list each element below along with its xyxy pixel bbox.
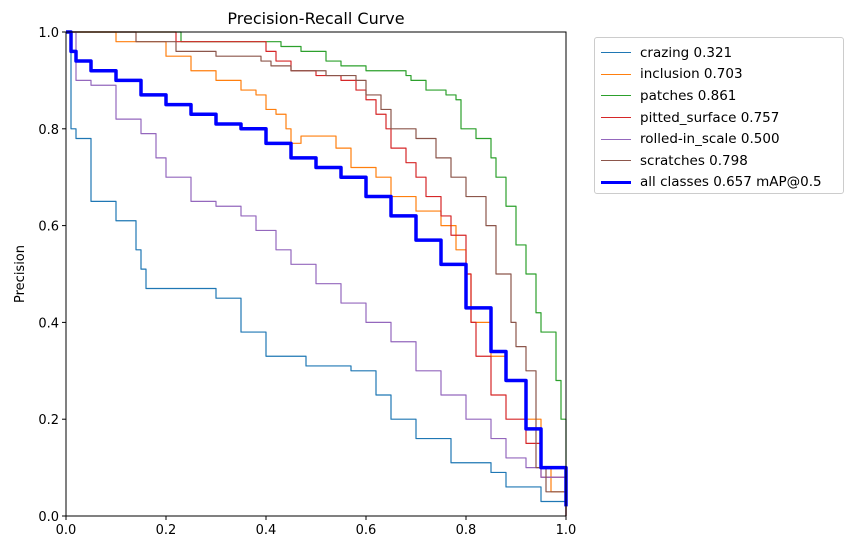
plot-frame [65,31,567,517]
x-tick-label: 0.4 [256,523,277,538]
legend-swatch [601,160,631,162]
series-line-4 [66,31,567,516]
legend-swatch [601,95,631,97]
legend-item: scratches 0.798 [601,150,837,172]
legend-label: scratches 0.798 [640,152,748,169]
series-line-5 [66,31,567,516]
y-tick-label: 1.0 [38,26,59,41]
series-line-0 [66,31,567,516]
y-tick-label: 0.8 [38,123,59,138]
legend-label: pitted_surface 0.757 [640,109,780,126]
chart-title: Precision-Recall Curve [227,9,404,28]
legend-label: inclusion 0.703 [640,66,743,83]
legend-item: crazing 0.321 [601,42,837,64]
x-tick-label: 0.2 [156,523,177,538]
x-tick-label: 0.0 [56,523,77,538]
legend-label: all classes 0.657 mAP@0.5 [640,174,822,191]
legend-label: patches 0.861 [640,87,737,104]
y-tick-label: 0.4 [38,316,59,331]
legend-item: patches 0.861 [601,85,837,107]
series-line-2 [66,31,567,502]
y-tick-label: 0.2 [38,413,59,428]
series-line-3 [66,31,567,516]
legend-swatch [601,73,631,75]
legend-label: rolled-in_scale 0.500 [640,131,780,148]
legend-item: rolled-in_scale 0.500 [601,128,837,150]
y-tick-label: 0.0 [38,510,59,525]
x-tick-label: 0.6 [356,523,377,538]
legend-swatch [601,138,631,140]
y-axis-label: Precision [13,245,28,303]
legend-label: crazing 0.321 [640,44,733,61]
legend-item: all classes 0.657 mAP@0.5 [601,172,837,194]
legend-swatch [601,180,631,184]
x-tick-label: 1.0 [556,523,577,538]
legend-item: pitted_surface 0.757 [601,107,837,129]
series-line-6 [66,30,568,507]
legend-swatch [601,117,631,119]
legend-swatch [601,52,631,54]
legend-item: inclusion 0.703 [601,64,837,86]
y-tick-label: 0.6 [38,220,59,235]
legend: crazing 0.321 inclusion 0.703 patches 0.86… [594,37,844,194]
x-tick-label: 0.8 [456,523,477,538]
